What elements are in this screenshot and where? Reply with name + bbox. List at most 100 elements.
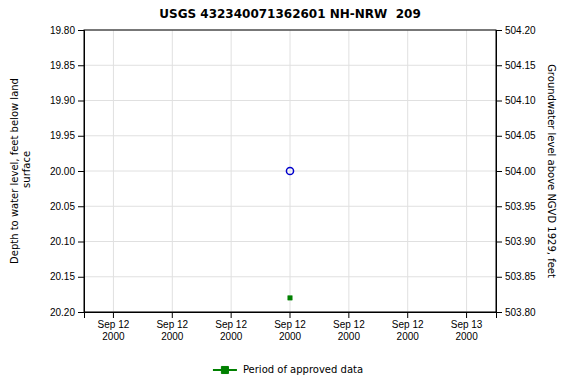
tick-label: 503.95 bbox=[505, 201, 536, 212]
tick: 19.90 bbox=[50, 95, 84, 106]
tick-label: 20.00 bbox=[50, 166, 75, 177]
tick-mark bbox=[78, 242, 84, 243]
tick-label: 503.80 bbox=[505, 307, 536, 318]
tick-mark bbox=[496, 30, 502, 31]
y2-axis: 504.20 504.15 504.10 504.05 504.00 503.95 503.… bbox=[496, 25, 536, 318]
tick-mark bbox=[496, 242, 502, 243]
tick: Sep 122000 bbox=[392, 312, 424, 342]
tick-mark bbox=[78, 277, 84, 278]
tick-label: 503.85 bbox=[505, 271, 536, 282]
tick: 503.85 bbox=[496, 271, 536, 282]
tick-label: 20.15 bbox=[50, 271, 75, 282]
tick-mark bbox=[348, 312, 349, 318]
tick-mark bbox=[496, 171, 502, 172]
tick-label: 504.20 bbox=[505, 25, 536, 36]
tick: 20.10 bbox=[50, 236, 84, 247]
tick-label: Sep 122000 bbox=[333, 319, 365, 342]
tick: 20.00 bbox=[50, 166, 84, 177]
tick-mark bbox=[496, 101, 502, 102]
tick-mark bbox=[496, 136, 502, 137]
text-line: Sep 12 bbox=[156, 319, 188, 330]
tick: Sep 122000 bbox=[156, 312, 188, 342]
tick-mark bbox=[496, 312, 502, 313]
grid bbox=[84, 30, 496, 312]
tick: 19.95 bbox=[50, 130, 84, 141]
tick-mark bbox=[172, 312, 173, 318]
text-line: Sep 12 bbox=[392, 319, 424, 330]
tick: Sep 122000 bbox=[215, 312, 247, 342]
tick: 19.80 bbox=[50, 25, 84, 36]
tick: 504.00 bbox=[496, 166, 536, 177]
legend-label: Period of approved data bbox=[243, 364, 363, 375]
text-line: 2000 bbox=[338, 331, 361, 342]
tick-mark bbox=[466, 312, 467, 318]
tick-label: Sep 122000 bbox=[98, 319, 130, 342]
grid-line-x bbox=[290, 30, 291, 312]
tick-label: Sep 122000 bbox=[392, 319, 424, 342]
tick-label: 19.85 bbox=[50, 60, 75, 71]
grid-line-x bbox=[407, 30, 408, 312]
tick-label: 504.05 bbox=[505, 130, 536, 141]
text-line: surface bbox=[21, 151, 32, 191]
legend: Period of approved data bbox=[213, 364, 363, 375]
tick: Sep 122000 bbox=[333, 312, 365, 342]
y-axis-title: Depth to water level, feet below land su… bbox=[9, 78, 32, 264]
grid-line-x bbox=[172, 30, 173, 312]
tick-label: 504.00 bbox=[505, 166, 536, 177]
text-line: Sep 12 bbox=[274, 319, 306, 330]
grid-line-x bbox=[113, 30, 114, 312]
y2-axis-title: Groundwater level above NGVD 1929, feet bbox=[546, 64, 557, 278]
tick: Sep 122000 bbox=[274, 312, 306, 342]
tick-mark bbox=[407, 312, 408, 318]
y-axis: 19.80 19.85 19.90 19.95 20.00 20.05 20.10 20.15… bbox=[50, 25, 85, 318]
x-axis: Sep 122000Sep 122000Sep 122000Sep 122000… bbox=[85, 312, 497, 342]
tick: 20.05 bbox=[50, 201, 84, 212]
text-line: Sep 12 bbox=[215, 319, 247, 330]
tick-label: 504.15 bbox=[505, 60, 536, 71]
tick-mark bbox=[78, 206, 84, 207]
text-line: 2000 bbox=[279, 331, 302, 342]
tick-label: 503.90 bbox=[505, 236, 536, 247]
chart: Sep 122000Sep 122000Sep 122000Sep 122000… bbox=[0, 0, 576, 384]
tick: 504.10 bbox=[496, 95, 536, 106]
tick: 19.85 bbox=[50, 60, 84, 71]
grid-line-x bbox=[231, 30, 232, 312]
text-line: 2000 bbox=[102, 331, 125, 342]
tick: 503.90 bbox=[496, 236, 536, 247]
marks bbox=[286, 167, 293, 300]
tick: 504.05 bbox=[496, 130, 536, 141]
tick-label: 19.95 bbox=[50, 130, 75, 141]
text-line: Sep 12 bbox=[333, 319, 365, 330]
tick: Sep 122000 bbox=[98, 312, 130, 342]
point bbox=[288, 296, 292, 300]
point bbox=[286, 167, 293, 174]
text-line: 2000 bbox=[220, 331, 243, 342]
legend-marker bbox=[221, 366, 228, 373]
tick-mark bbox=[496, 65, 502, 66]
tick-mark bbox=[290, 312, 291, 318]
axis-line bbox=[78, 31, 85, 313]
text-line: 2000 bbox=[455, 331, 478, 342]
tick-mark bbox=[78, 101, 84, 102]
text-line: 2000 bbox=[161, 331, 184, 342]
tick: 20.20 bbox=[50, 307, 84, 318]
tick-label: 20.05 bbox=[50, 201, 75, 212]
axis-line bbox=[85, 313, 497, 319]
text-line: Depth to water level, feet below land bbox=[9, 78, 20, 264]
tick: 504.15 bbox=[496, 60, 536, 71]
plot-frame bbox=[84, 30, 496, 312]
tick: 20.15 bbox=[50, 271, 84, 282]
plot: Sep 122000Sep 122000Sep 122000Sep 122000… bbox=[9, 25, 557, 342]
tick: 504.20 bbox=[496, 25, 536, 36]
tick-label: 19.80 bbox=[50, 25, 75, 36]
tick-label: 504.10 bbox=[505, 95, 536, 106]
grid-line-x bbox=[466, 30, 467, 312]
tick: 503.80 bbox=[496, 307, 536, 318]
tick-label: Sep 122000 bbox=[215, 319, 247, 342]
axis-line bbox=[497, 31, 503, 313]
tick-mark bbox=[78, 30, 84, 31]
tick-label: 20.20 bbox=[50, 307, 75, 318]
text-line: Sep 12 bbox=[98, 319, 130, 330]
tick-mark bbox=[78, 136, 84, 137]
tick-mark bbox=[78, 312, 84, 313]
